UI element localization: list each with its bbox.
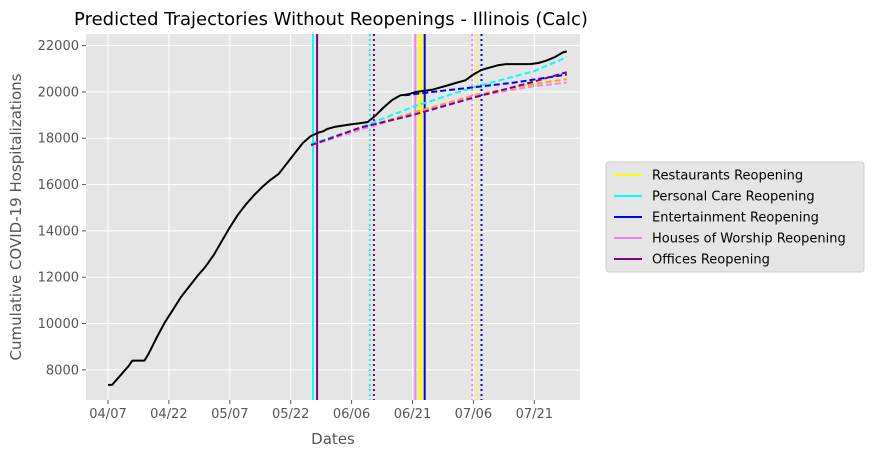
actual-series-line xyxy=(108,50,568,386)
legend-box xyxy=(605,161,865,273)
legend-label: Offices Reopening xyxy=(652,253,770,268)
y-tick-label: 16000 xyxy=(38,178,79,193)
y-tick-label: 14000 xyxy=(38,224,79,239)
x-tick-label: 04/07 xyxy=(89,407,126,422)
x-tick-label: 05/22 xyxy=(272,407,309,422)
x-axis-ticks: 04/07 04/22 05/07 05/22 06/06 06/21 07/06 07/21 xyxy=(89,400,553,422)
predicted-series-line xyxy=(404,73,567,97)
legend-label: Houses of Worship Reopening xyxy=(652,232,846,247)
legend: Restaurants Reopening Personal Care Reope… xyxy=(605,161,865,273)
legend-label: Personal Care Reopening xyxy=(652,190,815,205)
predicted-series-line xyxy=(310,71,568,147)
x-tick-label: 06/06 xyxy=(333,407,370,422)
y-tick-label: 8000 xyxy=(46,363,79,378)
x-axis-title: Dates xyxy=(311,430,355,448)
x-tick-label: 07/06 xyxy=(455,407,492,422)
predicted-series-line xyxy=(310,78,567,145)
y-axis-ticks: 8000 10000 12000 14000 16000 18000 20000 22000 xyxy=(38,39,86,378)
chart-title: Predicted Trajectories Without Reopening… xyxy=(74,9,588,30)
y-tick-label: 10000 xyxy=(38,317,79,332)
y-tick-label: 22000 xyxy=(38,39,79,54)
x-tick-label: 05/07 xyxy=(211,407,248,422)
y-tick-label: 20000 xyxy=(38,85,79,100)
predicted-series-line xyxy=(310,81,567,147)
plot-area xyxy=(86,34,580,400)
legend-label: Entertainment Reopening xyxy=(652,211,819,226)
legend-label: Restaurants Reopening xyxy=(652,169,803,184)
series-lines xyxy=(108,50,568,386)
x-tick-label: 06/21 xyxy=(394,407,431,422)
y-tick-label: 18000 xyxy=(38,132,79,147)
x-tick-label: 04/22 xyxy=(150,407,187,422)
predicted-series-line xyxy=(310,56,568,145)
x-tick-label: 07/21 xyxy=(516,407,553,422)
y-axis-title: Cumulative COVID-19 Hospitalizations xyxy=(7,73,25,360)
y-tick-label: 12000 xyxy=(38,271,79,286)
